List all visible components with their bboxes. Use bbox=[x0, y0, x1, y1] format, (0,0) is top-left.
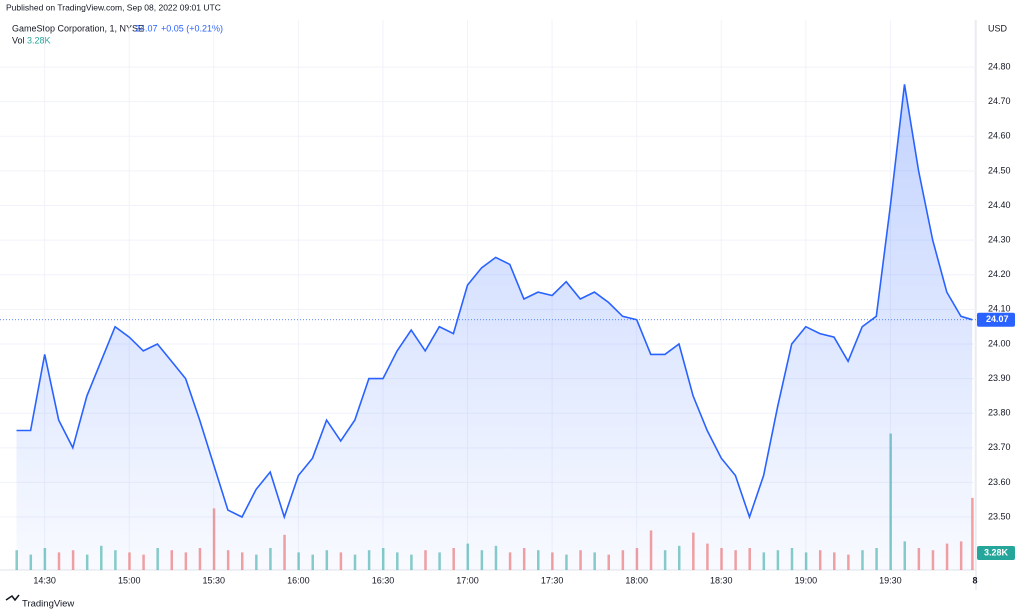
price-line bbox=[16, 84, 973, 520]
y-tick-label: 23.70 bbox=[988, 442, 1011, 452]
y-tick-label: 24.70 bbox=[988, 96, 1011, 106]
chart-title: GameStop Corporation, 1, NYSE bbox=[12, 23, 144, 33]
currency: USD bbox=[988, 23, 1008, 33]
x-tick-label: 18:30 bbox=[710, 575, 733, 585]
brand: TradingView bbox=[22, 599, 74, 610]
price-change: +0.05 (+0.21%) bbox=[161, 23, 223, 33]
published: Published on TradingView.com, Sep 08, 20… bbox=[6, 2, 221, 12]
x-tick-label: 8 bbox=[972, 575, 977, 585]
x-tick-label: 16:00 bbox=[287, 575, 310, 585]
y-tick-label: 23.80 bbox=[988, 408, 1011, 418]
y-tick-label: 24.80 bbox=[988, 61, 1011, 71]
y-tick-label: 23.50 bbox=[988, 511, 1011, 521]
last-price: 24.07 bbox=[135, 23, 158, 33]
x-tick-label: 15:30 bbox=[203, 575, 226, 585]
x-tick-label: 19:30 bbox=[879, 575, 902, 585]
y-tick-label: 24.40 bbox=[988, 200, 1011, 210]
x-tick-label: 18:00 bbox=[625, 575, 648, 585]
y-tick-label: 24.20 bbox=[988, 269, 1011, 279]
area-fill bbox=[16, 84, 973, 571]
y-tick-label: 24.10 bbox=[988, 304, 1011, 314]
x-tick-label: 17:30 bbox=[541, 575, 564, 585]
volume-bar bbox=[971, 497, 974, 570]
x-tick-label: 17:00 bbox=[456, 575, 479, 585]
y-tick-label: 24.50 bbox=[988, 165, 1011, 175]
y-tick-label: 24.60 bbox=[988, 131, 1011, 141]
brand-logo bbox=[5, 594, 20, 602]
y-tick-label: 24.30 bbox=[988, 235, 1011, 245]
volume-last: 3.28K bbox=[27, 35, 51, 45]
x-tick-label: 15:00 bbox=[118, 575, 141, 585]
last-price-label: 24.07 bbox=[986, 314, 1009, 324]
plot: 23.50 23.60 23.70 23.80 23.90 24.00 24.10 24.20… bbox=[0, 20, 1015, 585]
volume-box bbox=[977, 546, 1015, 560]
y-tick-label: 23.60 bbox=[988, 477, 1011, 487]
y-tick-label: 24.00 bbox=[988, 338, 1011, 348]
volume-label: 3.28K bbox=[984, 547, 1009, 557]
x-tick-label: 19:00 bbox=[795, 575, 818, 585]
last-price-box bbox=[977, 312, 1015, 327]
y-tick-label: 23.90 bbox=[988, 373, 1011, 383]
volume-title: Vol bbox=[12, 35, 25, 45]
x-tick-label: 14:30 bbox=[33, 575, 56, 585]
x-tick-label: 16:30 bbox=[372, 575, 395, 585]
